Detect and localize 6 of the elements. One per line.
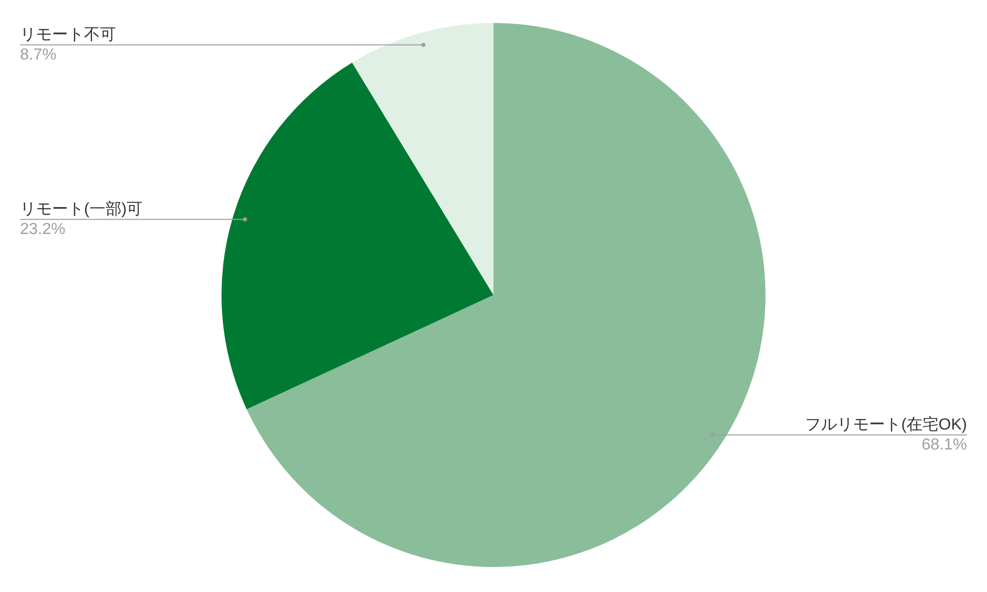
data-label: 23.2% bbox=[20, 220, 66, 238]
data-label: 8.7% bbox=[20, 46, 56, 64]
data-label: 68.1% bbox=[922, 436, 967, 454]
slice-label: フルリモート(在宅OK) bbox=[805, 415, 967, 434]
slice-label: リモート不可 bbox=[20, 26, 116, 44]
slice-label: リモート(一部)可 bbox=[20, 200, 143, 218]
